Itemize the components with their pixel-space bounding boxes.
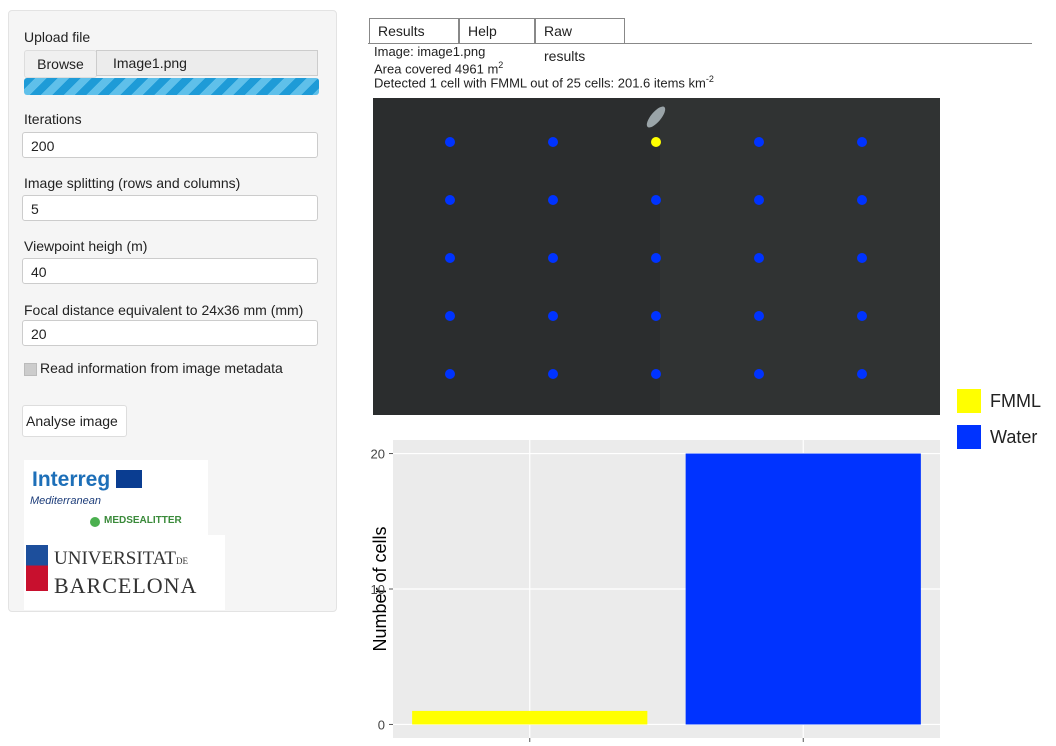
university-shield bbox=[26, 545, 48, 591]
summary-text: Detected 1 cell with FMML out of 25 cell… bbox=[374, 75, 706, 90]
y-tick-label: 10 bbox=[371, 582, 385, 597]
logo-text: MEDSEALITTER bbox=[104, 515, 182, 526]
upload-label: Upload file bbox=[24, 29, 90, 45]
y-tick-label: 20 bbox=[371, 447, 385, 462]
cell-marker bbox=[651, 195, 661, 205]
metadata-label: Read information from image metadata bbox=[40, 360, 283, 376]
cell-marker bbox=[651, 253, 661, 263]
splitting-input[interactable]: 5 bbox=[22, 195, 318, 221]
tab[interactable]: Results bbox=[369, 18, 459, 43]
cell-marker bbox=[548, 253, 558, 263]
metadata-checkbox[interactable] bbox=[24, 363, 37, 376]
image-texture bbox=[660, 98, 940, 415]
logo-text: DE bbox=[176, 556, 188, 566]
summary-line: Detected 1 cell with FMML out of 25 cell… bbox=[374, 73, 714, 89]
summary-sup: 2 bbox=[498, 60, 503, 70]
analyse-button[interactable]: Analyse image bbox=[22, 405, 127, 437]
logo-text: UNIVERSITATDE bbox=[54, 548, 188, 570]
project-icon bbox=[90, 517, 100, 527]
iterations-input[interactable]: 200 bbox=[22, 132, 318, 158]
splitting-label: Image splitting (rows and columns) bbox=[24, 175, 240, 191]
logo-text: BARCELONA bbox=[54, 573, 197, 599]
focal-label: Focal distance equivalent to 24x36 mm (m… bbox=[24, 302, 303, 318]
logo-text: Mediterranean bbox=[30, 495, 101, 507]
eu-flag bbox=[116, 470, 142, 488]
cell-marker bbox=[754, 369, 764, 379]
cell-marker bbox=[445, 311, 455, 321]
cell-marker bbox=[754, 137, 764, 147]
cell-marker bbox=[548, 195, 558, 205]
cell-marker bbox=[651, 311, 661, 321]
height-input[interactable]: 40 bbox=[22, 258, 318, 284]
legend-label: FMML bbox=[990, 391, 1041, 411]
university-logo: UNIVERSITATDE BARCELONA bbox=[24, 535, 225, 610]
cell-marker bbox=[754, 195, 764, 205]
cell-marker bbox=[651, 137, 661, 147]
progress-bar bbox=[24, 78, 319, 95]
tab[interactable]: Help bbox=[459, 18, 535, 43]
cell-marker bbox=[857, 195, 867, 205]
bar bbox=[686, 454, 921, 725]
cell-marker bbox=[445, 137, 455, 147]
summary-line: Image: image1.png bbox=[374, 45, 485, 58]
cell-marker bbox=[857, 369, 867, 379]
legend-swatch bbox=[957, 389, 981, 413]
cell-marker bbox=[445, 369, 455, 379]
cell-marker bbox=[445, 195, 455, 205]
cell-marker bbox=[754, 311, 764, 321]
logo-text: Interreg bbox=[32, 468, 110, 492]
cell-marker bbox=[857, 253, 867, 263]
cell-marker bbox=[857, 137, 867, 147]
tab[interactable]: Raw results bbox=[535, 18, 625, 43]
browse-button[interactable]: Browse bbox=[24, 50, 97, 78]
cell-marker bbox=[548, 369, 558, 379]
page: Upload file Browse Image1.png Iterations… bbox=[0, 0, 1056, 746]
height-label: Viewpoint heigh (m) bbox=[24, 238, 147, 254]
cell-marker bbox=[445, 253, 455, 263]
y-tick-label: 0 bbox=[378, 717, 385, 732]
cell-marker bbox=[857, 311, 867, 321]
iterations-label: Iterations bbox=[24, 111, 82, 127]
interreg-logo: Interreg Mediterranean MEDSEALITTER bbox=[24, 460, 208, 535]
file-name: Image1.png bbox=[96, 50, 318, 76]
bar bbox=[412, 711, 647, 725]
legend-label: Water bbox=[990, 427, 1037, 447]
cell-marker bbox=[754, 253, 764, 263]
cell-marker bbox=[651, 369, 661, 379]
logo-text: UNIVERSITAT bbox=[54, 548, 176, 569]
cell-marker bbox=[548, 311, 558, 321]
focal-input[interactable]: 20 bbox=[22, 320, 318, 346]
cell-marker bbox=[548, 137, 558, 147]
summary-sup: -2 bbox=[706, 74, 714, 84]
legend-swatch bbox=[957, 425, 981, 449]
